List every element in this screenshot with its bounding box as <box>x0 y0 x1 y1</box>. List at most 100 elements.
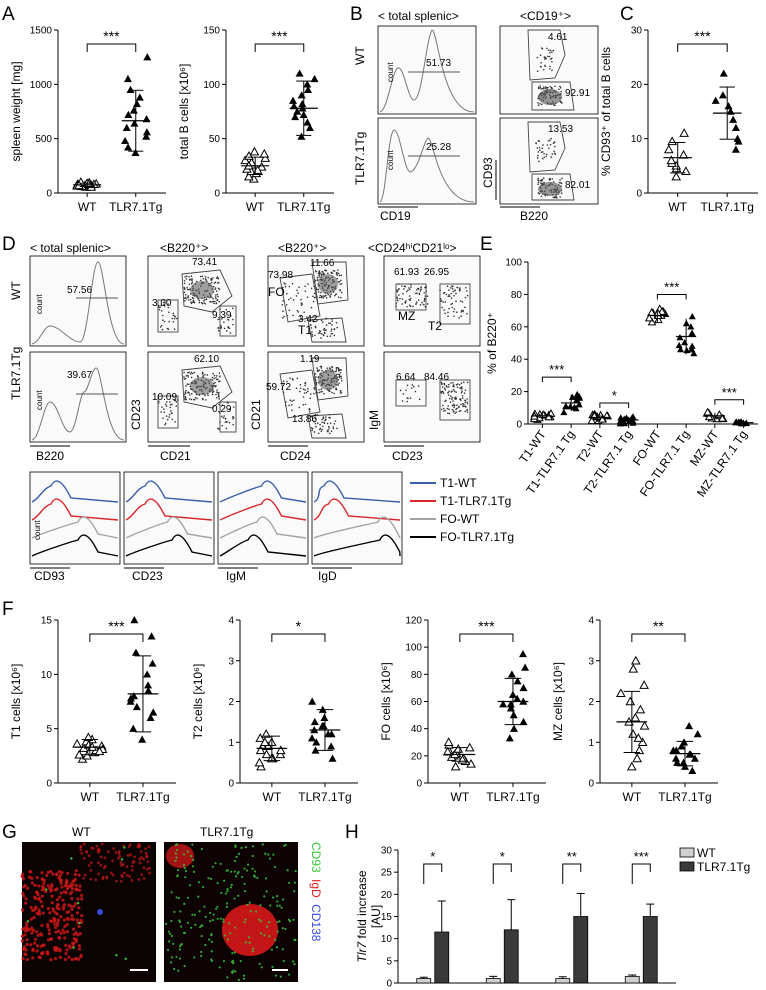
panel-d-dot <box>329 296 332 298</box>
panel-d-dot <box>311 429 313 432</box>
panel-d-overlay-curve <box>31 480 119 503</box>
panel-g-tg-cd93-signal <box>247 936 251 939</box>
panel-d-dot <box>193 301 196 304</box>
panel-d-dot <box>187 296 189 299</box>
panel-f-t2-point <box>310 717 319 726</box>
panel-d-dot <box>452 388 455 391</box>
panel-d-dot <box>398 287 400 290</box>
panel-g-tg-cd93-signal <box>226 976 229 979</box>
panel-d-dot <box>455 311 458 314</box>
panel-d-dot <box>324 294 327 297</box>
panel-h-bar <box>624 975 640 984</box>
panel-g-wt-igd-signal <box>62 890 66 894</box>
panel-d-dot <box>322 417 325 420</box>
panel-a-bcells-point <box>305 123 314 131</box>
panel-g-wt-igd-signal <box>82 842 86 846</box>
panel-d-dot <box>215 302 218 305</box>
panel-b-dot <box>548 147 550 150</box>
panel-g-tg-cd93-signal <box>190 926 193 929</box>
panel-g-tg-cd93-signal <box>274 938 277 941</box>
panel-d-dot <box>328 416 330 419</box>
panel-g-tg-cd93-signal <box>243 882 246 885</box>
panel-f-fo-ytick-label: 120 <box>405 616 422 627</box>
panel-d-dot <box>333 328 336 331</box>
panel-b-header-right: <CD19⁺> <box>520 9 571 23</box>
panel-e-point <box>629 413 637 420</box>
panel-d-dot <box>184 293 187 296</box>
panel-g-tg-cd93-signal <box>210 940 213 943</box>
panel-d-dot <box>282 380 285 382</box>
panel-b-gate-wt-lower <box>531 81 575 111</box>
panel-d-dot <box>453 397 456 399</box>
panel-g-wt-igd-signal <box>52 919 57 923</box>
panel-f-mz-ytick-label: 4 <box>588 616 594 627</box>
panel-h-bar <box>485 978 501 984</box>
panel-g-tg-cd93-signal <box>265 925 269 928</box>
panel-g-wt-igd-signal <box>89 868 93 872</box>
panel-e-point <box>566 402 574 410</box>
panel-g-tg-cd93-signal <box>223 879 226 882</box>
panel-g-tg-cd93-signal <box>234 970 237 973</box>
panel-g-tg-cd93-signal <box>226 869 229 872</box>
panel-g-wt-igd-signal <box>57 936 61 940</box>
panel-g-tg-cd93-signal <box>263 934 266 937</box>
panel-g-tg-cd93-signal <box>177 969 180 972</box>
panel-d-dot <box>464 306 466 309</box>
panel-d-dot <box>420 286 422 288</box>
panel-d-dot <box>300 304 303 306</box>
panel-d-dot <box>465 406 467 408</box>
panel-f-fo-point <box>450 761 461 771</box>
panel-g-wt-igd-signal <box>117 852 121 856</box>
panel-d-dot <box>223 321 225 323</box>
panel-g-tg-cd93-signal <box>184 869 188 873</box>
panel-d-dot <box>426 303 429 305</box>
panel-d-dot <box>415 302 417 305</box>
panel-e-ytick-label: 100 <box>505 258 522 269</box>
panel-g-wt-igd-signal <box>103 856 107 860</box>
panel-c-point <box>731 123 740 131</box>
panel-d-legend-label: FO-WT <box>440 512 480 526</box>
panel-g-tg-cd93-signal <box>209 920 212 923</box>
panel-h-legend-swatch <box>679 861 695 872</box>
panel-g-tg-cd93-signal <box>246 863 250 866</box>
panel-g-wt-igd-signal <box>65 929 69 934</box>
panel-d-dot <box>161 314 164 317</box>
panel-d-dot <box>183 279 186 282</box>
panel-d-dot <box>316 370 319 372</box>
panel-d-y-igm: IgM <box>367 410 381 430</box>
panel-d-dot <box>213 282 216 284</box>
panel-d-dot <box>212 300 215 303</box>
panel-g-wt-igd-signal <box>140 873 144 876</box>
panel-g-wt-igd-signal <box>127 845 131 849</box>
panel-d-dot <box>288 285 291 288</box>
panel-h-bar <box>434 931 450 984</box>
panel-d-dot <box>185 278 188 280</box>
panel-e-point <box>587 416 597 425</box>
panel-g-wt-cd93-signal <box>72 946 75 949</box>
panel-d-dot <box>169 406 172 409</box>
panel-d-dot <box>191 296 194 299</box>
panel-f-t2-point <box>255 745 266 755</box>
panel-d-wt-c3b: 11.66 <box>310 258 335 269</box>
panel-d-dot <box>454 289 456 292</box>
panel-g-wt-igd-signal <box>40 894 45 898</box>
panel-g-tg-cd93-signal <box>230 870 233 873</box>
panel-d-dot <box>314 279 317 282</box>
panel-d-dot <box>161 328 164 331</box>
panel-g-tg-cd93-signal <box>208 938 211 941</box>
panel-g-wt-igd-signal <box>26 928 30 932</box>
panel-g-tg-cd93-signal <box>216 917 219 920</box>
panel-g-tg-cd93-signal <box>258 962 261 965</box>
panel-g-tg-cd93-signal <box>234 844 237 847</box>
panel-d-dot <box>459 300 462 302</box>
panel-b-tg-upper: 13.53 <box>548 124 573 135</box>
panel-g-tg-cd93-signal <box>242 974 246 977</box>
panel-d-dot <box>460 382 463 384</box>
panel-d-dot <box>166 327 169 330</box>
panel-g-tg-cd93-signal <box>186 896 190 899</box>
panel-g-wt-igd-signal <box>20 934 24 938</box>
panel-g-wt-igd-signal <box>126 873 129 877</box>
panel-d-dot <box>335 366 338 369</box>
panel-f-t1-ytick-label: 0 <box>46 779 52 790</box>
panel-d-dot <box>411 384 414 386</box>
